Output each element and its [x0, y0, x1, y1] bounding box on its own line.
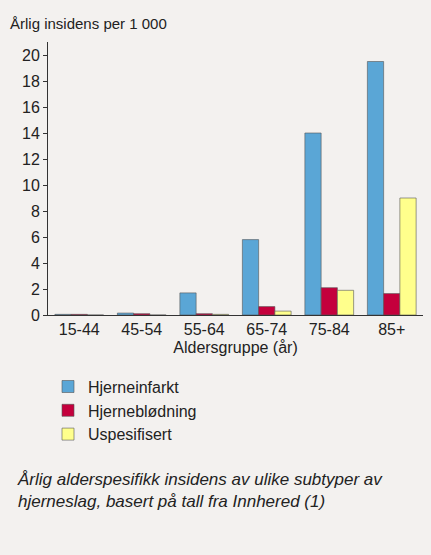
svg-text:4: 4: [31, 255, 40, 272]
svg-text:55-64: 55-64: [184, 321, 225, 338]
svg-text:Aldersgruppe (år): Aldersgruppe (år): [173, 339, 298, 356]
svg-text:Hjerneblødning: Hjerneblødning: [88, 403, 197, 420]
svg-text:Årlig insidens per 1 000: Årlig insidens per 1 000: [10, 15, 167, 32]
svg-text:14: 14: [22, 125, 40, 142]
html-text:Årlig alderspesifikk insidens: Årlig alderspesifikk insidens av ulike s…: [18, 470, 382, 511]
svg-text:45-54: 45-54: [121, 321, 162, 338]
svg-text:10: 10: [22, 177, 40, 194]
svg-text:85+: 85+: [378, 321, 405, 338]
svg-text:15-44: 15-44: [59, 321, 100, 338]
svg-text:2: 2: [31, 281, 40, 298]
svg-text:Uspesifisert: Uspesifisert: [88, 426, 172, 443]
svg-text:0: 0: [31, 307, 40, 324]
svg-text:75-84: 75-84: [309, 321, 350, 338]
svg-text:16: 16: [22, 99, 40, 116]
svg-text:18: 18: [22, 73, 40, 90]
svg-text:65-74: 65-74: [246, 321, 287, 338]
svg-text:12: 12: [22, 151, 40, 168]
svg-text:6: 6: [31, 229, 40, 246]
svg-text:8: 8: [31, 203, 40, 220]
svg-text:Hjerneinfarkt: Hjerneinfarkt: [88, 379, 179, 396]
svg-text:20: 20: [22, 47, 40, 64]
